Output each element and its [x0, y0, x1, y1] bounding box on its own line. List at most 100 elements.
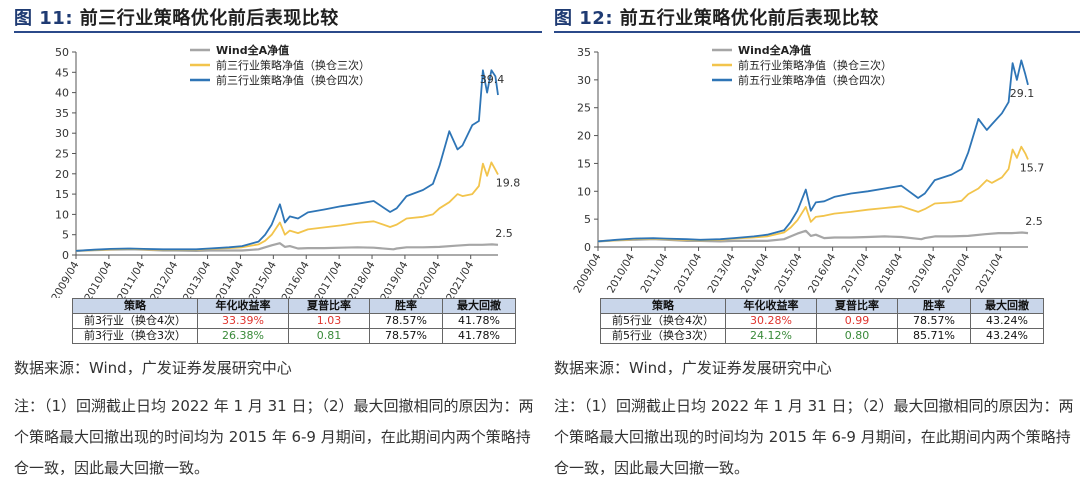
y-tick-label: 5: [584, 213, 591, 226]
legend-label: 前三行业策略净值（换仓四次）: [216, 73, 370, 87]
table-cell: 41.78%: [442, 313, 516, 329]
table-cell: 0.81: [288, 328, 370, 344]
x-tick-label: 2017/04: [840, 251, 872, 295]
figure-title-text: 前三行业策略优化前后表现比较: [79, 8, 339, 29]
footnote: 注：（1）回溯截止日均 2022 年 1 月 31 日；（2）最大回撤相同的原因…: [554, 397, 1074, 477]
figure-title: 图 12: 前五行业策略优化前后表现比较: [554, 4, 879, 30]
x-tick-label: 2012/04: [148, 259, 180, 298]
table-cell: 33.39%: [197, 313, 289, 329]
x-tick-label: 2015/04: [772, 251, 804, 295]
table-cell: 前3行业（换仓3次）: [72, 328, 198, 344]
y-tick-label: 40: [55, 87, 69, 100]
end-value-label: 29.1: [1010, 87, 1035, 100]
y-tick-label: 45: [55, 66, 69, 79]
end-value-label: 15.7: [1020, 162, 1045, 175]
figure-panel-11: 图 11: 前三行业策略优化前后表现比较 0 5 10 15 20 25 30 35 40 45 5…: [14, 0, 542, 499]
x-tick-label: 2011/04: [115, 259, 147, 298]
figure-panel-12: 图 12: 前五行业策略优化前后表现比较 0 5 10 15 20 25 30 35 2009/…: [554, 0, 1080, 499]
y-tick-label: 30: [55, 127, 69, 140]
series-line: [597, 59, 1029, 243]
series-line: [75, 161, 499, 252]
x-tick-label: 2017/04: [313, 259, 345, 298]
x-tick-label: 2010/04: [605, 251, 637, 295]
table-cell: 前5行业（换仓4次）: [600, 313, 726, 329]
table-cell: 30.28%: [725, 313, 817, 329]
x-tick-label: 2018/04: [873, 251, 905, 295]
x-tick-label: 2018/04: [345, 259, 377, 298]
data-source: 数据来源：Wind，广发证券发展研究中心: [14, 359, 292, 377]
table-cell: 前3行业（换仓4次）: [72, 313, 198, 329]
figure-number: 图 11:: [14, 8, 74, 29]
y-tick-label: 10: [55, 208, 69, 221]
series-line: [597, 145, 1029, 243]
legend-label: 前五行业策略净值（换仓四次）: [738, 73, 892, 87]
column-header: 最大回撤: [970, 298, 1044, 314]
y-tick-label: 0: [584, 241, 591, 254]
x-tick-label: 2011/04: [638, 251, 670, 295]
legend-label: 前三行业策略净值（换仓三次）: [216, 58, 370, 72]
x-tick-label: 2014/04: [739, 251, 771, 295]
y-tick-label: 50: [55, 46, 69, 59]
table-cell: 26.38%: [197, 328, 289, 344]
y-tick-label: 20: [55, 168, 69, 181]
y-tick-label: 10: [577, 185, 591, 198]
y-tick-label: 15: [55, 188, 69, 201]
x-tick-label: 2009/04: [49, 259, 81, 298]
x-tick-label: 2013/04: [705, 251, 737, 295]
end-value-label: 2.5: [495, 227, 513, 240]
strategy-metrics-table: 策略 年化收益率 夏普比率 胜率 最大回撤 前5行业（换仓4次） 30.28% 0.99 78.…: [600, 298, 1044, 344]
table-cell: 85.71%: [897, 328, 971, 344]
table-cell: 43.24%: [970, 313, 1044, 329]
x-tick-label: 2021/04: [974, 251, 1006, 295]
column-header: 策略: [72, 298, 198, 314]
y-tick-label: 35: [577, 46, 591, 59]
column-header: 最大回撤: [442, 298, 516, 314]
nav-line-chart: 0 5 10 15 20 25 30 35 2009/04 2010/04 2011/04 2012/…: [571, 43, 1045, 295]
column-header: 策略: [600, 298, 726, 314]
title-divider: [14, 31, 542, 33]
table-cell: 78.57%: [369, 328, 443, 344]
x-tick-label: 2015/04: [247, 259, 279, 298]
x-tick-label: 2020/04: [411, 259, 443, 298]
x-tick-label: 2016/04: [280, 259, 312, 298]
figure-number: 图 12:: [554, 8, 614, 29]
table-row: 前3行业（换仓3次） 26.38% 0.81 78.57% 41.78%: [72, 328, 516, 344]
strategy-metrics-table: 策略 年化收益率 夏普比率 胜率 最大回撤前3行业（换仓4次） 33.39% 1.03 78.…: [72, 298, 516, 344]
x-tick-label: 2019/04: [378, 259, 410, 298]
table-cell: 0.99: [816, 313, 898, 329]
end-value-label: 2.5: [1025, 215, 1043, 228]
table-cell: 43.24%: [970, 328, 1044, 344]
column-header: 夏普比率: [816, 298, 898, 314]
legend-label: Wind全A净值: [738, 43, 811, 57]
x-tick-label: 2012/04: [672, 251, 704, 295]
end-value-label: 19.8: [496, 177, 521, 190]
figure-title-text: 前五行业策略优化前后表现比较: [619, 8, 879, 29]
title-divider: [554, 31, 1080, 33]
table-row: 前5行业（换仓4次） 30.28% 0.99 78.57% 43.24%: [600, 313, 1044, 329]
table-cell: 0.80: [816, 328, 898, 344]
x-tick-label: 2010/04: [82, 259, 114, 298]
x-tick-label: 2009/04: [571, 251, 603, 295]
data-source: 数据来源：Wind，广发证券发展研究中心: [554, 359, 832, 377]
table-cell: 24.12%: [725, 328, 817, 344]
y-tick-label: 15: [577, 157, 591, 170]
table-cell: 1.03: [288, 313, 370, 329]
end-value-label: 39.4: [480, 73, 505, 86]
y-tick-label: 25: [577, 102, 591, 115]
figure-title: 图 11: 前三行业策略优化前后表现比较: [14, 4, 339, 30]
table-cell: 78.57%: [897, 313, 971, 329]
y-tick-label: 30: [577, 74, 591, 87]
column-header: 年化收益率: [197, 298, 289, 314]
y-tick-label: 0: [62, 249, 69, 262]
x-tick-label: 2013/04: [181, 259, 213, 298]
table-cell: 前5行业（换仓3次）: [600, 328, 726, 344]
column-header: 胜率: [369, 298, 443, 314]
column-header: 胜率: [897, 298, 971, 314]
column-header: 夏普比率: [288, 298, 370, 314]
column-header: 年化收益率: [725, 298, 817, 314]
x-tick-label: 2016/04: [806, 251, 838, 295]
x-tick-label: 2021/04: [444, 259, 476, 298]
x-tick-label: 2014/04: [214, 259, 246, 298]
footnote: 注：（1）回溯截止日均 2022 年 1 月 31 日；（2）最大回撤相同的原因…: [14, 397, 534, 477]
table-cell: 41.78%: [442, 328, 516, 344]
